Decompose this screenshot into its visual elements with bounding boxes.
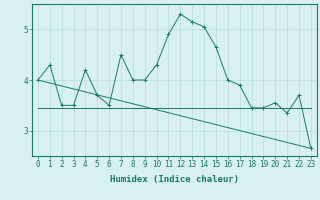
X-axis label: Humidex (Indice chaleur): Humidex (Indice chaleur) [110,175,239,184]
